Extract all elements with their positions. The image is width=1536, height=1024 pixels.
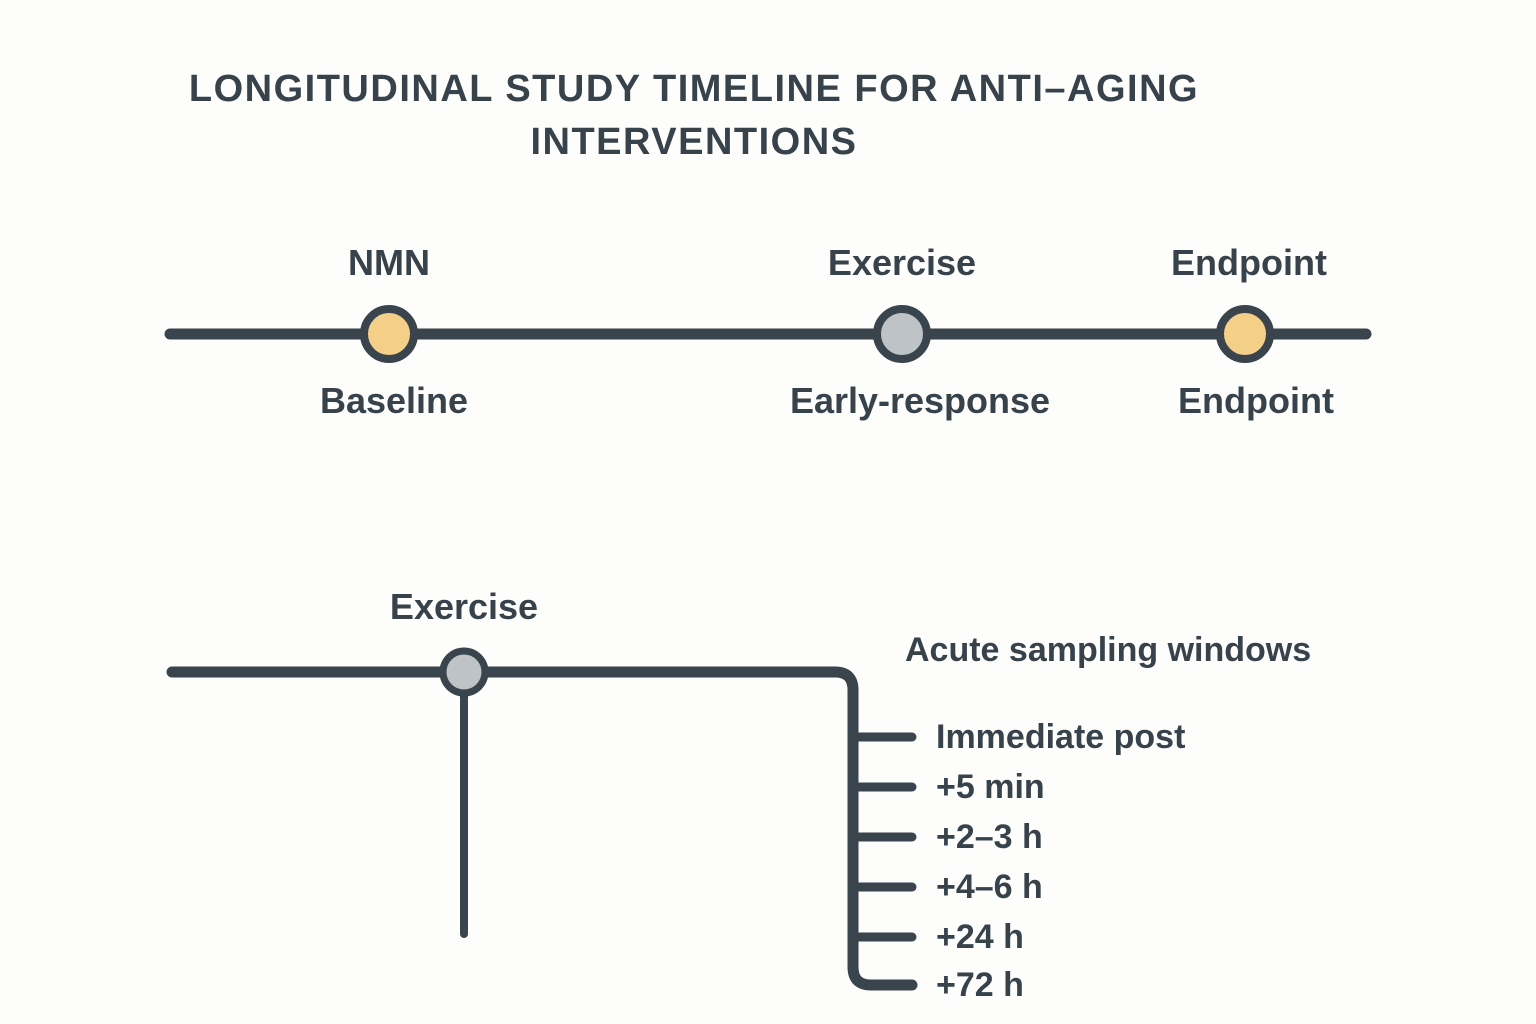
page-title-line1: LONGITUDINAL STUDY TIMELINE FOR ANTI–AGI… [188,68,1200,110]
sampling-window-label: +4–6 h [936,868,1043,906]
marker-endpoint [1216,305,1274,363]
acute-exercise-label: Exercise [389,586,539,627]
sampling-window-label: +24 h [936,918,1024,956]
marker-nmn-baseline [360,305,418,363]
marker-exercise-early-response [873,305,931,363]
event-bottom-label-baseline: Baseline [319,380,469,421]
marker-acute-exercise [439,647,489,697]
event-top-label-exercise: Exercise [827,242,977,283]
sampling-window-label: +2–3 h [936,818,1043,856]
event-bottom-label-endpoint: Endpoint [1178,380,1334,421]
event-top-label-nmn: NMN [348,242,430,283]
sampling-window-label: +5 min [936,768,1045,806]
acute-timeline-bracket [166,666,918,991]
sampling-window-label: +72 h [936,966,1024,1004]
acute-sampling-heading: Acute sampling windows [905,631,1312,669]
page-title-line2: INTERVENTIONS [530,121,858,163]
event-bottom-label-early-response: Early-response [789,380,1051,421]
event-top-label-endpoint: Endpoint [1171,242,1327,283]
sampling-window-label: Immediate post [936,718,1186,756]
